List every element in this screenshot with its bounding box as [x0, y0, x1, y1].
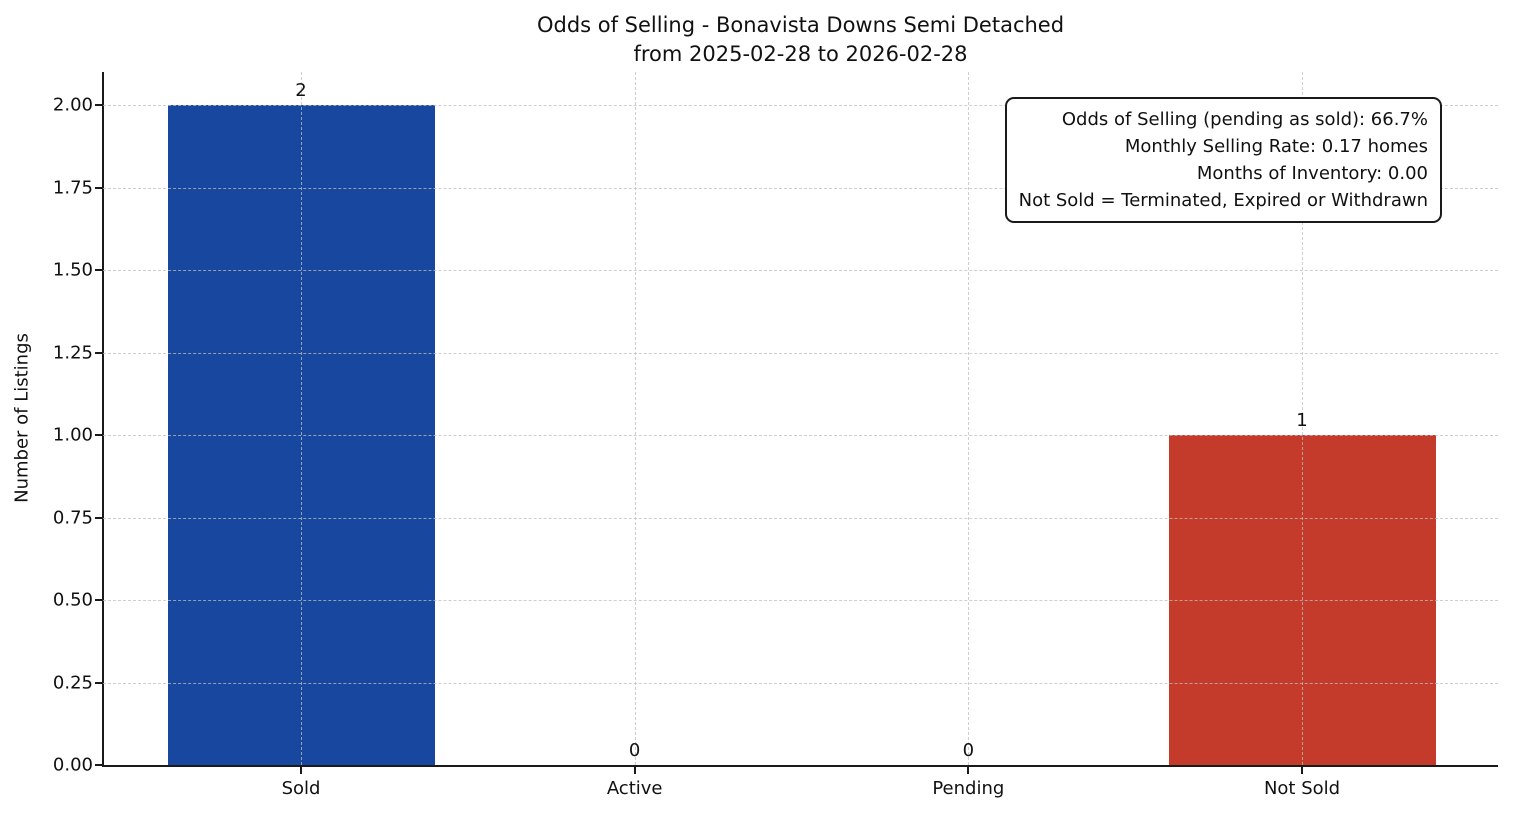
h-gridline [103, 187, 1498, 189]
v-gridline [1302, 72, 1303, 765]
x-tick-label-pending: Pending [932, 778, 1005, 799]
x-tick-label-active: Active [606, 778, 663, 799]
bar-value-label-pending: 0 [962, 740, 975, 761]
stats-annotation-box: Odds of Selling (pending as sold): 66.7%… [1004, 97, 1442, 223]
h-gridline [103, 600, 1498, 601]
h-gridline [103, 352, 1498, 354]
bar-value-label-sold: 2 [295, 80, 307, 101]
y-tick-label: 1.00 [52, 424, 93, 446]
x-tick-mark [633, 767, 636, 774]
plot-area [103, 72, 1498, 765]
y-tick-mark [95, 269, 103, 271]
x-tick-label-not-sold: Not Sold [1263, 778, 1341, 799]
bar-value-label-active: 0 [628, 740, 641, 761]
v-gridline [968, 72, 970, 765]
stats-months-of-inventory: Months of Inventory: 0.00 [1196, 163, 1428, 184]
chart-title: Odds of Selling - Bonavista Downs Semi D… [103, 11, 1498, 69]
x-tick-label-sold: Sold [281, 778, 321, 799]
h-gridline [103, 517, 1498, 519]
h-gridline [103, 105, 1498, 106]
y-tick-mark [95, 599, 103, 601]
bar-value-label-not-sold: 1 [1296, 410, 1308, 431]
v-gridline [301, 72, 302, 765]
x-tick-mark [1301, 767, 1303, 774]
y-tick-label: 2.00 [52, 94, 93, 116]
y-tick-label: 0.25 [52, 672, 93, 693]
y-tick-label: 1.25 [52, 342, 93, 363]
stats-monthly-selling-rate: Monthly Selling Rate: 0.17 homes [1124, 136, 1428, 157]
h-gridline [103, 682, 1498, 684]
y-tick-label: 0.75 [52, 507, 93, 528]
y-tick-label: 0.50 [52, 589, 93, 611]
chart-title-line-2: from 2025-02-28 to 2026-02-28 [633, 42, 968, 66]
x-tick-mark [967, 767, 970, 774]
y-tick-mark [95, 351, 103, 354]
stats-odds-of-selling: Odds of Selling (pending as sold): 66.7% [1061, 109, 1428, 130]
y-tick-mark [95, 764, 103, 766]
x-tick-mark [300, 767, 302, 774]
y-tick-mark [95, 104, 103, 106]
y-tick-mark [95, 434, 103, 436]
x-axis-spine [102, 765, 1498, 767]
h-gridline [103, 270, 1498, 271]
h-gridline [103, 435, 1498, 436]
y-tick-mark [95, 681, 103, 684]
y-tick-label: 1.75 [52, 177, 93, 198]
y-tick-mark [95, 516, 103, 519]
chart-title-line-1: Odds of Selling - Bonavista Downs Semi D… [536, 13, 1065, 37]
y-tick-label: 0.00 [52, 754, 93, 776]
y-tick-mark [95, 186, 103, 189]
y-axis-spine [102, 72, 104, 767]
stats-not-sold-definition: Not Sold = Terminated, Expired or Withdr… [1018, 190, 1428, 211]
v-gridline [634, 72, 636, 765]
y-tick-label: 1.50 [52, 259, 93, 281]
